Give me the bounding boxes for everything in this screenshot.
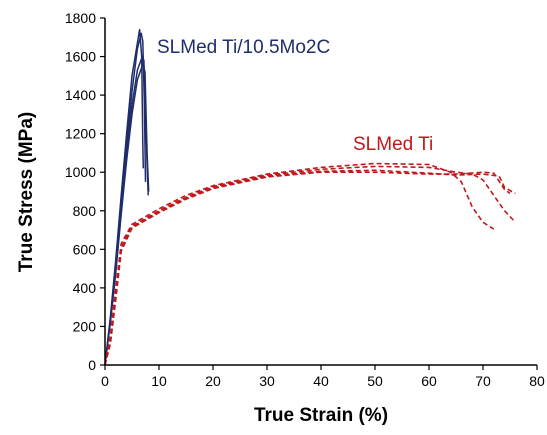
- series-line-ti-7: [104, 171, 511, 366]
- y-tick-label: 0: [88, 357, 96, 373]
- y-ticks: 0 200 400 600 800 1000 1200 1400 1600 1800: [65, 10, 105, 373]
- series-line-composite-3: [104, 63, 150, 366]
- y-tick-label: 400: [73, 280, 97, 296]
- series-line-ti-6: [104, 169, 516, 366]
- x-tick-label: 40: [313, 373, 329, 389]
- x-tick-label: 0: [101, 373, 109, 389]
- annotation-ti: SLMed Ti: [353, 134, 433, 155]
- x-tick-label: 60: [421, 373, 437, 389]
- y-tick-label: 600: [73, 241, 97, 257]
- plot-lines: [104, 28, 516, 366]
- y-tick-label: 1600: [65, 49, 96, 65]
- x-ticks: 0 10 20 30 40 50 60 70 80: [101, 365, 545, 389]
- annotation-composite: SLMed Ti/10.5Mo2C: [157, 37, 330, 58]
- y-tick-label: 1800: [65, 10, 96, 26]
- x-tick-label: 70: [475, 373, 491, 389]
- series-line-ti-4: [104, 162, 495, 366]
- x-axis-title: True Strain (%): [254, 405, 388, 426]
- y-tick-label: 1000: [65, 164, 96, 180]
- y-tick-label: 800: [73, 203, 97, 219]
- series-line-ti-5: [104, 165, 516, 366]
- x-tick-label: 80: [529, 373, 545, 389]
- axes: [104, 18, 537, 366]
- x-tick-label: 30: [259, 373, 275, 389]
- x-tick-label: 20: [205, 373, 221, 389]
- y-tick-label: 200: [73, 318, 97, 334]
- y-tick-label: 1400: [65, 87, 96, 103]
- x-tick-label: 10: [151, 373, 167, 389]
- y-tick-label: 1200: [65, 126, 96, 142]
- y-axis-title: True Stress (MPa): [16, 112, 37, 273]
- x-tick-label: 50: [367, 373, 383, 389]
